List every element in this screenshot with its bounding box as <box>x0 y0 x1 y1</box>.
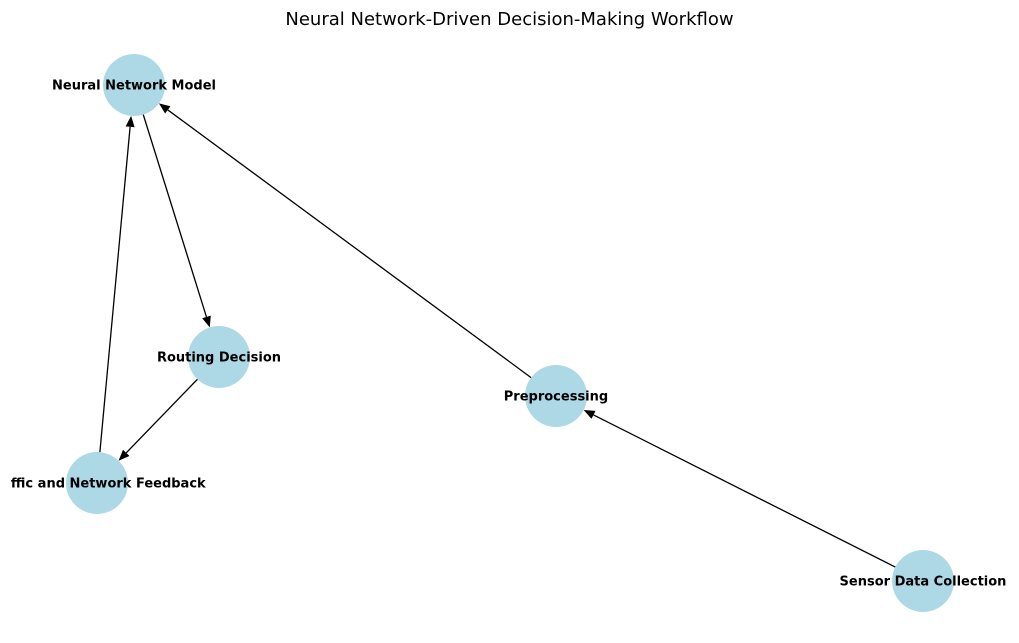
arrowhead <box>158 103 171 114</box>
edge-feedback-to-nn <box>99 115 135 453</box>
edge-line <box>167 109 532 379</box>
arrowhead <box>583 409 596 419</box>
node-sensor-data-collection: Sensor Data Collection <box>840 550 1007 612</box>
diagram-title: Neural Network-Driven Decision-Making Wo… <box>285 9 733 30</box>
node-label: Routing Decision <box>157 351 281 366</box>
edge-preproc-to-nn <box>158 103 532 379</box>
arrowhead <box>118 449 130 461</box>
node-label: Sensor Data Collection <box>840 575 1007 590</box>
node-circle <box>103 54 165 116</box>
node-preprocessing: Preprocessing <box>504 365 608 427</box>
node-circle <box>188 326 250 388</box>
arrowhead <box>125 115 135 128</box>
edge-line <box>99 126 131 453</box>
edges-layer <box>99 103 896 568</box>
node-circle <box>66 452 128 514</box>
node-traffic-and-network-feedback: Traffic and Network Feedback <box>0 452 206 514</box>
node-label: Neural Network Model <box>52 79 216 94</box>
edge-nn-to-routing <box>142 114 211 328</box>
edge-line <box>142 114 208 318</box>
edge-sensor-to-preproc <box>583 409 896 568</box>
edge-line <box>125 378 198 454</box>
nodes-layer: Neural Network Model Routing Decision Traf… <box>0 54 1007 612</box>
node-label: Traffic and Network Feedback <box>0 477 206 492</box>
node-neural-network-model: Neural Network Model <box>52 54 216 116</box>
node-label: Preprocessing <box>504 390 608 405</box>
node-circle <box>525 365 587 427</box>
node-routing-decision: Routing Decision <box>157 326 281 388</box>
node-circle <box>892 550 954 612</box>
edge-line <box>593 414 896 568</box>
arrowhead <box>202 315 211 328</box>
edge-routing-to-feedback <box>118 378 198 461</box>
